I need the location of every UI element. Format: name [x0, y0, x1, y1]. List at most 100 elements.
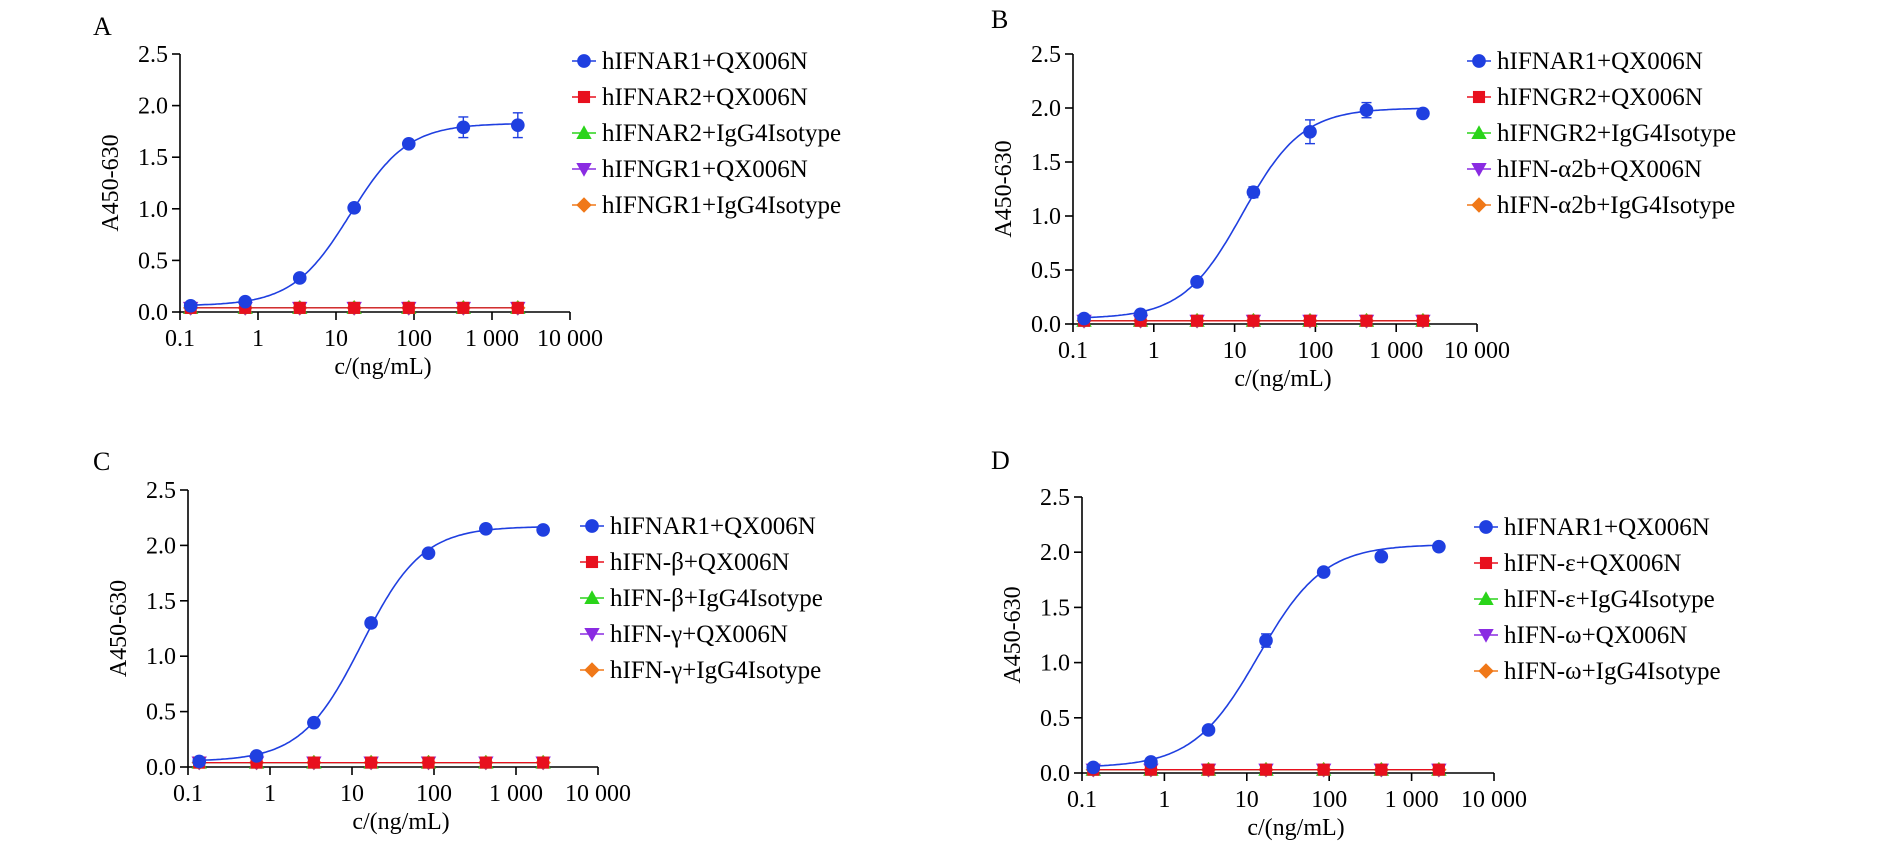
legend-label: hIFNAR1+QX006N [1497, 48, 1703, 75]
legend-marker [577, 90, 591, 104]
legend-item-s5: hIFN-ω+IgG4Isotype [1474, 658, 1721, 685]
data-point [511, 301, 524, 314]
x-tick-label: 10 000 [1444, 338, 1510, 364]
legend-item-s4: hIFNGR1+QX006N [572, 156, 808, 183]
panel-letter: B [991, 5, 1008, 34]
y-tick-label: 0.5 [138, 248, 168, 274]
legend-item-s5: hIFNGR1+IgG4Isotype [572, 192, 841, 219]
y-tick-label: 1.5 [1040, 595, 1070, 621]
data-point [1374, 549, 1389, 564]
legend-label: hIFN-ε+QX006N [1504, 550, 1681, 577]
series-hifnar1 [1077, 101, 1430, 326]
legend-label: hIFNAR1+QX006N [602, 48, 808, 75]
data-point [1303, 124, 1317, 139]
y-tick-label: 1.0 [1040, 651, 1070, 677]
legend-label: hIFNGR2+QX006N [1497, 84, 1703, 111]
legend-item-hifnar1: hIFNAR1+QX006N [572, 48, 808, 75]
x-tick-label: 0.1 [1058, 338, 1088, 364]
x-tick-label: 10 000 [537, 326, 603, 352]
x-tick-label: 0.1 [1067, 787, 1097, 813]
y-tick-label: 2.0 [138, 94, 168, 120]
panel-letter: A [93, 12, 112, 41]
legend-marker [1471, 162, 1487, 177]
legend-marker [1472, 90, 1486, 104]
y-axis-title: A450-630 [106, 580, 132, 677]
data-point [1077, 311, 1091, 326]
y-axis-title: A450-630 [98, 134, 124, 231]
x-tick-label: 1 [252, 326, 264, 352]
legend-marker [584, 662, 600, 678]
legend-label: hIFNAR2+IgG4Isotype [602, 120, 841, 147]
y-axis-title: A450-630 [991, 140, 1017, 237]
legend-item-s3: hIFN-ε+IgG4Isotype [1474, 586, 1715, 613]
data-point [536, 523, 550, 537]
data-point [401, 136, 416, 151]
data-point [421, 546, 436, 560]
x-axis-title: c/(ng/mL) [352, 809, 449, 835]
legend-marker [576, 125, 592, 140]
y-tick-label: 2.5 [1040, 485, 1070, 511]
series-hifnar1 [183, 112, 525, 313]
y-tick-label: 1.0 [1031, 204, 1061, 230]
data-point [1201, 723, 1216, 737]
legend-label: hIFN-γ+QX006N [610, 621, 788, 648]
legend-marker [1478, 591, 1494, 606]
legend-item-s3: hIFNAR2+IgG4Isotype [572, 120, 841, 147]
series-hifnar1 [1086, 539, 1446, 775]
legend-item-s5: hIFN-γ+IgG4Isotype [580, 657, 821, 684]
x-tick-label: 100 [1297, 338, 1333, 364]
data-point [183, 298, 198, 313]
y-tick-label: 2.0 [1040, 540, 1070, 566]
x-tick-label: 1 000 [1385, 787, 1439, 813]
legend-item-s3: hIFNGR2+IgG4Isotype [1467, 120, 1736, 147]
legend-label: hIFN-β+QX006N [610, 549, 790, 576]
legend-marker [1478, 628, 1494, 643]
data-point [1416, 314, 1429, 327]
data-point [1202, 763, 1215, 776]
legend-marker [1478, 663, 1494, 679]
legend-marker [577, 54, 591, 68]
data-point [293, 301, 306, 314]
y-tick-label: 0.0 [138, 300, 168, 326]
y-tick-label: 0.0 [1031, 312, 1061, 338]
y-tick-label: 1.5 [1031, 150, 1061, 176]
legend-marker [1471, 197, 1487, 213]
data-point [479, 521, 493, 536]
data-point [1247, 314, 1260, 327]
y-tick-label: 1.5 [138, 145, 168, 171]
data-point [1259, 633, 1273, 648]
legend-label: hIFNGR1+IgG4Isotype [602, 192, 841, 219]
x-tick-label: 0.1 [165, 326, 195, 352]
legend-marker [1472, 54, 1486, 68]
legend-label: hIFN-β+IgG4Isotype [610, 585, 823, 612]
x-tick-label: 1 [1148, 338, 1160, 364]
legend-marker [585, 519, 599, 533]
legend-marker [584, 590, 600, 605]
data-point [422, 756, 435, 769]
legend-item-hifnar1: hIFNAR1+QX006N [1467, 48, 1703, 75]
y-tick-label: 0.0 [146, 755, 176, 781]
legend-label: hIFNAR1+QX006N [1504, 514, 1710, 541]
data-point [479, 756, 492, 769]
data-point [1416, 106, 1430, 121]
legend-marker [576, 197, 592, 213]
data-point [1432, 763, 1445, 776]
data-point [456, 120, 471, 135]
legend-label: hIFN-γ+IgG4Isotype [610, 657, 821, 684]
x-tick-label: 0.1 [173, 781, 203, 807]
x-tick-label: 10 000 [565, 781, 631, 807]
legend-marker [585, 555, 599, 569]
series-s2 [1077, 314, 1429, 327]
fit-curve [199, 526, 544, 762]
data-point [238, 294, 253, 309]
legend-item-s4: hIFN-α2b+QX006N [1467, 156, 1702, 183]
legend-item-s2: hIFNGR2+QX006N [1467, 84, 1703, 111]
y-tick-label: 2.5 [146, 478, 176, 504]
legend-label: hIFNAR2+QX006N [602, 84, 808, 111]
data-point [537, 756, 550, 769]
x-tick-label: 1 [1158, 787, 1170, 813]
y-tick-label: 0.5 [1031, 258, 1061, 284]
x-tick-label: 1 000 [1369, 338, 1423, 364]
legend-label: hIFN-ω+QX006N [1504, 622, 1687, 649]
